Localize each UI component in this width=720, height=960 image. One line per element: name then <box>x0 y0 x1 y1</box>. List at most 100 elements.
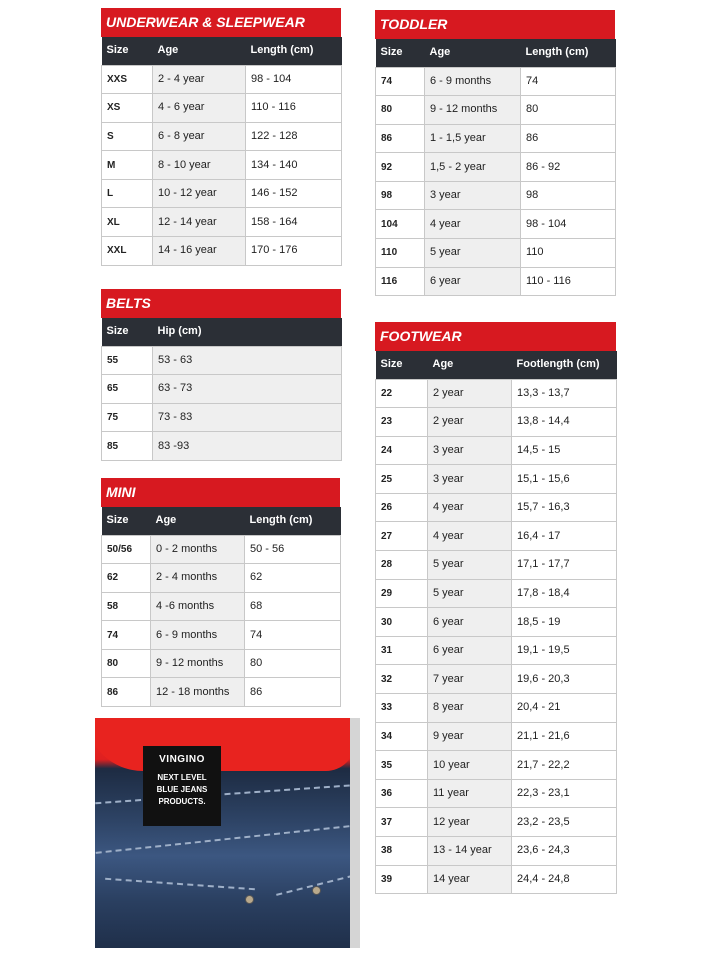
table-cell: 26 <box>375 492 428 523</box>
table-cell: 4 -6 months <box>150 591 245 622</box>
table-row: 30 6 year 18,5 - 19 <box>375 607 617 637</box>
table-cell: 9 year <box>427 721 512 752</box>
table-row: 31 6 year 19,1 - 19,5 <box>375 635 617 666</box>
header-row: Size Age Footlength (cm) <box>375 351 617 379</box>
table-cell: 27 <box>375 521 428 552</box>
table-cell: 23,2 - 23,5 <box>511 807 617 837</box>
table-cell: 62 <box>101 563 151 593</box>
table-cell: 110 <box>520 238 616 268</box>
underwear-sleepwear-table: Underwear & Sleepwear Size Age Length (cm) X… <box>101 8 342 266</box>
brand-logo: VINGINO <box>159 754 205 765</box>
table-cell: 10 year <box>427 750 512 780</box>
table-cell: 33 <box>375 693 428 723</box>
tagline-line: NEXT LEVEL <box>157 773 207 782</box>
table-cell: 75 <box>101 402 153 433</box>
table-cell: 68 <box>244 591 341 622</box>
table-row: 27 4 year 16,4 - 17 <box>375 521 617 552</box>
table-cell: 5 year <box>427 578 512 609</box>
table-cell: 8 year <box>427 693 512 723</box>
column-header: Length (cm) <box>245 37 342 65</box>
table-cell: 12 - 14 year <box>152 207 246 238</box>
size-table: Size Age Footlength (cm) 22 2 year 13,3 - 13,… <box>375 351 617 895</box>
table-cell: 6 year <box>424 266 521 297</box>
table-row: 65 63 - 73 <box>101 374 342 404</box>
jeans-label: VINGINO NEXT LEVEL BLUE JEANS PRODUCTS. <box>143 746 221 826</box>
table-title: Footwear <box>375 322 616 351</box>
table-cell: 22 <box>375 378 428 409</box>
table-cell: 86 <box>101 677 151 708</box>
table-cell: 4 year <box>427 521 512 552</box>
table-cell: 110 - 116 <box>520 266 616 297</box>
table-cell: 6 year <box>427 607 512 637</box>
table-cell: 98 - 104 <box>245 64 342 95</box>
table-cell: 14 year <box>427 864 512 895</box>
table-cell: 21,1 - 21,6 <box>511 721 617 752</box>
table-row: 23 2 year 13,8 - 14,4 <box>375 407 617 437</box>
belts-table: Belts Size Hip (cm) 55 53 - 63 65 63 - 73 75 73 … <box>101 289 342 461</box>
table-cell: 116 <box>375 266 425 297</box>
header-row: Size Hip (cm) <box>101 318 342 346</box>
jeans-photo: VINGINO NEXT LEVEL BLUE JEANS PRODUCTS. <box>95 718 360 948</box>
table-cell: 80 <box>375 95 425 125</box>
table-cell: 23,6 - 24,3 <box>511 836 617 866</box>
table-row: 37 12 year 23,2 - 23,5 <box>375 807 617 837</box>
table-row: 74 6 - 9 months 74 <box>101 620 341 650</box>
table-cell: 30 <box>375 607 428 637</box>
table-cell: 50/56 <box>101 534 151 565</box>
table-row: 26 4 year 15,7 - 16,3 <box>375 492 617 523</box>
column-header: Age <box>427 351 512 379</box>
table-cell: 32 <box>375 664 428 695</box>
table-cell: 122 - 128 <box>245 121 342 152</box>
table-title: Underwear & Sleepwear <box>101 8 341 37</box>
table-cell: 2 - 4 year <box>152 64 246 95</box>
table-cell: 28 <box>375 550 428 580</box>
table-row: 24 3 year 14,5 - 15 <box>375 435 617 466</box>
table-cell: 62 <box>244 563 341 593</box>
table-cell: 12 year <box>427 807 512 837</box>
header-row: Size Age Length (cm) <box>101 37 342 65</box>
table-cell: 9 - 12 months <box>424 95 521 125</box>
table-row: 22 2 year 13,3 - 13,7 <box>375 378 617 409</box>
table-cell: 15,7 - 16,3 <box>511 492 617 523</box>
table-cell: 80 <box>244 648 341 679</box>
table-cell: 2 year <box>427 378 512 409</box>
table-cell: 25 <box>375 464 428 494</box>
table-cell: 98 <box>520 180 616 211</box>
table-cell: XL <box>101 207 153 238</box>
table-cell: 13 - 14 year <box>427 836 512 866</box>
table-cell: 0 - 2 months <box>150 534 245 565</box>
column-header: Hip (cm) <box>152 318 342 346</box>
table-row: L 10 - 12 year 146 - 152 <box>101 178 342 209</box>
table-row: 28 5 year 17,1 - 17,7 <box>375 550 617 580</box>
table-cell: 12 - 18 months <box>150 677 245 708</box>
table-cell: 31 <box>375 635 428 666</box>
table-cell: 20,4 - 21 <box>511 693 617 723</box>
table-cell: 55 <box>101 345 153 376</box>
toddler-table: Toddler Size Age Length (cm) 74 6 - 9 months 7… <box>375 10 616 297</box>
table-row: 92 1,5 - 2 year 86 - 92 <box>375 152 616 182</box>
table-row: 80 9 - 12 months 80 <box>375 95 616 125</box>
table-cell: 37 <box>375 807 428 837</box>
column-header: Size <box>375 39 425 67</box>
table-cell: 50 - 56 <box>244 534 341 565</box>
table-cell: 134 - 140 <box>245 150 342 180</box>
table-cell: 92 <box>375 152 425 182</box>
table-cell: 170 - 176 <box>245 236 342 266</box>
header-row: Size Age Length (cm) <box>101 507 341 535</box>
table-title: Toddler <box>375 10 615 39</box>
column-header: Length (cm) <box>244 507 341 535</box>
table-cell: 24,4 - 24,8 <box>511 864 617 895</box>
column-header: Size <box>101 318 153 346</box>
table-cell: 5 year <box>424 238 521 268</box>
table-row: 38 13 - 14 year 23,6 - 24,3 <box>375 836 617 866</box>
table-cell: 85 <box>101 431 153 461</box>
table-cell: 17,1 - 17,7 <box>511 550 617 580</box>
column-header: Size <box>101 37 153 65</box>
table-cell: S <box>101 121 153 152</box>
table-cell: 19,6 - 20,3 <box>511 664 617 695</box>
table-cell: 80 <box>101 648 151 679</box>
table-row: XXL 14 - 16 year 170 - 176 <box>101 236 342 266</box>
table-cell: 38 <box>375 836 428 866</box>
table-cell: 16,4 - 17 <box>511 521 617 552</box>
